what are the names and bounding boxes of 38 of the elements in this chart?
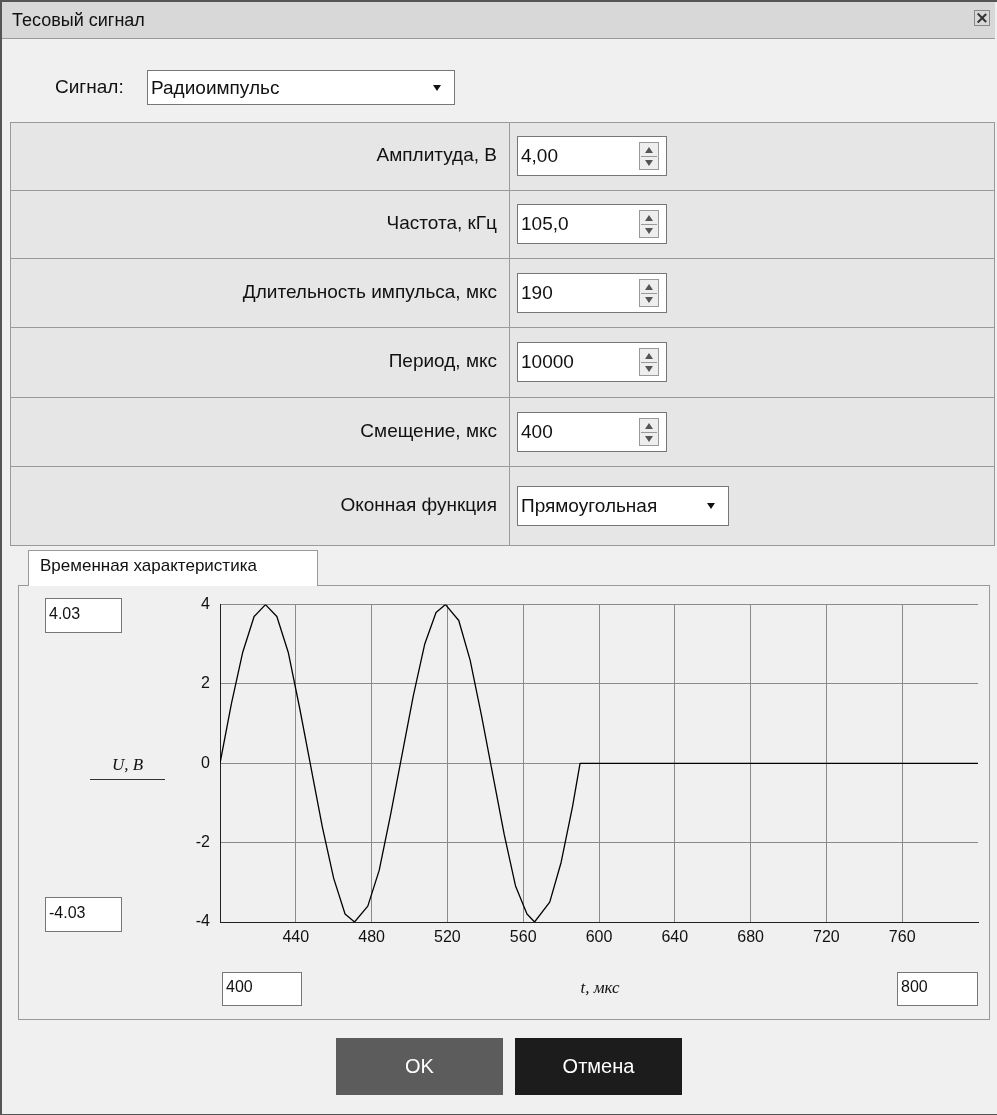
text: Прямоугольная (521, 494, 658, 517)
y-tick-label: -2 (195, 833, 211, 851)
text: 4.03 (49, 604, 81, 623)
x-tick-label: 640 (661, 928, 689, 946)
x-tick-label: 720 (813, 928, 840, 946)
x-tick-label: 600 (585, 928, 613, 946)
x-tick-label: 480 (358, 928, 386, 946)
text: 400 (521, 420, 553, 443)
text: Временная характеристика (40, 556, 257, 576)
text: 190 (521, 281, 553, 304)
text: Частота, кГц (386, 212, 497, 234)
text: Радиоимпульс (151, 76, 280, 99)
y-tick-label: 0 (201, 753, 211, 771)
text: Амплитуда, В (376, 144, 497, 166)
text: 800 (901, 978, 928, 996)
text: 10000 (521, 351, 574, 373)
y-axis-title: U, В (90, 755, 165, 780)
x-tick-label: 440 (282, 928, 310, 946)
x-tick-label: 760 (888, 928, 916, 946)
y-tick-label: 4 (201, 595, 211, 613)
x-axis-title: t, мкс (579, 978, 621, 998)
text: Смещение, мкс (360, 419, 497, 442)
x-tick-label: 560 (509, 928, 537, 946)
text: Длительность импульса, мкс (242, 280, 497, 303)
text: -4.03 (49, 903, 86, 922)
text: 4,00 (521, 145, 558, 167)
text: 400 (226, 978, 253, 996)
y-tick-label: -4 (195, 912, 211, 930)
text: OK (336, 1038, 503, 1095)
text: Отмена (515, 1038, 682, 1095)
text: 105,0 (521, 213, 569, 235)
y-tick-label: 2 (201, 674, 211, 692)
text: Период, мкс (388, 350, 497, 372)
text: Тесовый сигнал (12, 10, 145, 31)
text: Оконная функция (340, 493, 497, 516)
x-tick-label: 680 (737, 928, 765, 946)
x-tick-label: 520 (434, 928, 461, 946)
text: Сигнал: (55, 76, 124, 98)
